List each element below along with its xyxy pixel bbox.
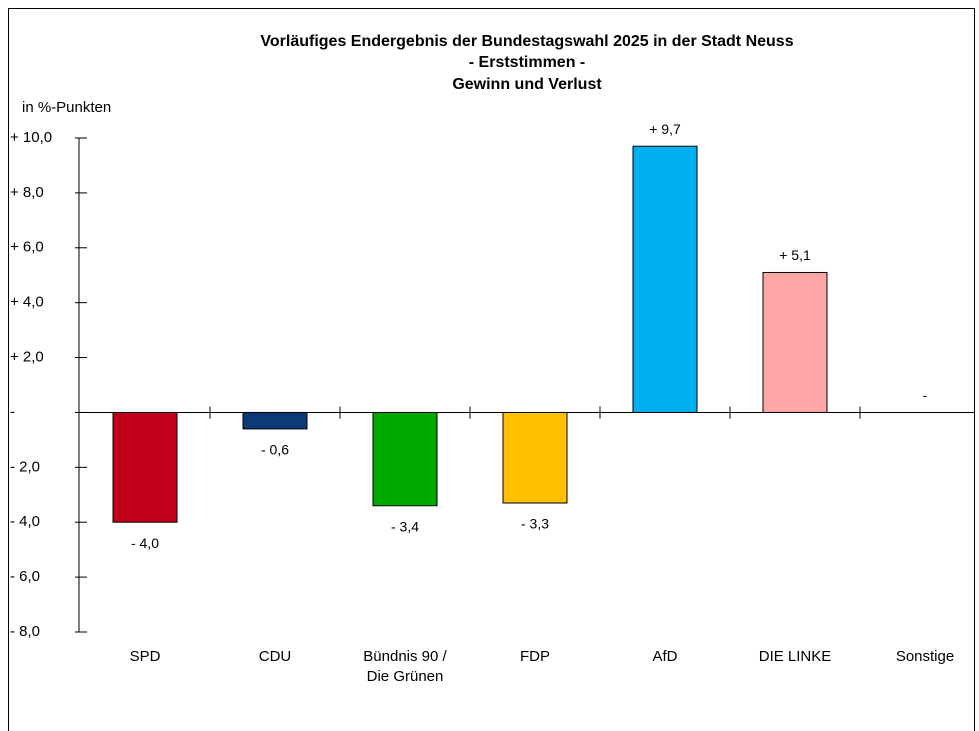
bar bbox=[502, 411, 568, 504]
y-tick-label: - 4,0 bbox=[10, 513, 40, 530]
bar bbox=[242, 411, 308, 430]
value-label: - 3,3 bbox=[521, 516, 549, 532]
bar bbox=[762, 271, 828, 413]
chart-subtitle: - Erststimmen - bbox=[469, 54, 585, 71]
y-tick-label: - 6,0 bbox=[10, 568, 40, 585]
x-tick-label: CDU bbox=[259, 648, 292, 665]
y-tick-label: + 4,0 bbox=[10, 294, 44, 311]
chart-subtitle: Gewinn und Verlust bbox=[452, 76, 602, 93]
value-label: - 3,4 bbox=[391, 518, 419, 534]
y-tick-label: + 6,0 bbox=[10, 239, 44, 256]
x-tick-label: DIE LINKE bbox=[759, 648, 832, 665]
bar bbox=[372, 411, 438, 507]
bar bbox=[632, 145, 698, 413]
value-label: - bbox=[923, 387, 928, 403]
y-axis-label: in %-Punkten bbox=[22, 99, 111, 116]
y-tick-label: - 8,0 bbox=[10, 623, 40, 640]
value-label: + 5,1 bbox=[779, 247, 811, 263]
value-label: - 4,0 bbox=[131, 535, 159, 551]
chart-title: Vorläufiges Endergebnis der Bundestagswa… bbox=[260, 33, 793, 50]
value-label: + 9,7 bbox=[649, 121, 681, 137]
value-label: - 0,6 bbox=[261, 442, 289, 458]
x-tick-label: Sonstige bbox=[896, 648, 954, 665]
x-tick-label: FDP bbox=[520, 648, 550, 665]
y-tick-label: + 10,0 bbox=[10, 129, 52, 146]
chart-border bbox=[8, 8, 975, 731]
x-tick-label: AfD bbox=[652, 648, 677, 665]
x-tick-label: Bündnis 90 /Die Grünen bbox=[363, 648, 447, 685]
y-tick-label: + 8,0 bbox=[10, 184, 44, 201]
bar bbox=[112, 411, 178, 523]
y-tick-label: - bbox=[10, 403, 15, 420]
x-tick-label: SPD bbox=[130, 648, 161, 665]
y-tick-label: - 2,0 bbox=[10, 458, 40, 475]
y-tick-label: + 2,0 bbox=[10, 349, 44, 366]
